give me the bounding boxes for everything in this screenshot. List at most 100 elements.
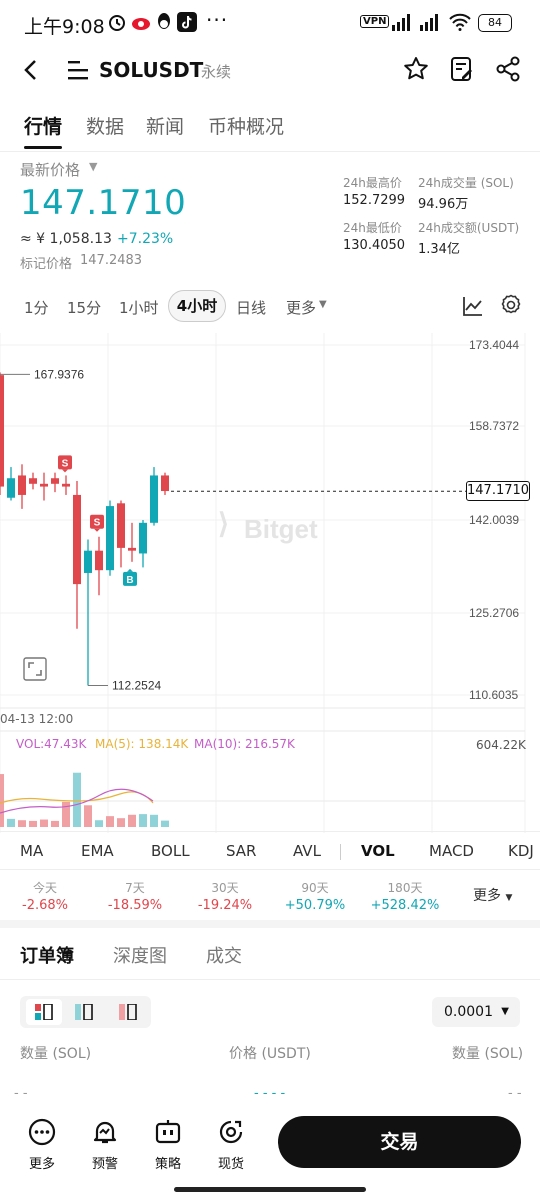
trade-button[interactable]: 交易 (278, 1116, 521, 1168)
vol-value: VOL:47.43K (16, 737, 87, 751)
vol-24h: 94.96万 (418, 197, 469, 212)
buy-marker-text: B (126, 575, 133, 586)
fullscreen-icon[interactable] (23, 657, 47, 685)
perf-value: -18.59% (107, 898, 163, 913)
home-indicator[interactable] (174, 1187, 366, 1192)
perf-label: 今天 (32, 881, 57, 895)
volume-bar (73, 772, 81, 827)
high-24h: 152.7299 (343, 193, 406, 208)
bottom-more-button[interactable]: 更多 (14, 1118, 70, 1172)
interval-more[interactable]: 更多 (286, 299, 317, 317)
col-qty-left: 数量 (SOL) (20, 1046, 92, 1062)
chart-overlays: 167.9376 112.2524 S S B (0, 367, 466, 693)
precision-select[interactable]: 0.0001 ▼ (432, 997, 520, 1027)
cny-price: ≈ ¥ 1,058.13 (20, 231, 112, 247)
tab-coin-info[interactable]: 币种概况 (208, 116, 285, 138)
y-tick-label: 173.4044 (469, 338, 519, 352)
interval-4h[interactable]: 4小时 (168, 290, 226, 322)
perf-label: 7天 (125, 881, 145, 895)
candle-body (40, 483, 48, 487)
low-24h: 130.4050 (343, 238, 406, 253)
indicator-sar[interactable]: SAR (226, 842, 257, 860)
edit-note-icon[interactable] (450, 56, 474, 86)
back-icon[interactable] (20, 58, 42, 86)
vpn-badge: VPN (360, 15, 390, 28)
perf-value: +50.79% (284, 898, 346, 913)
symbol-title[interactable]: SOLUSDT (99, 58, 204, 82)
candle-body (7, 478, 15, 498)
caret-down-icon[interactable]: ▼ (89, 160, 98, 173)
low-marker-label: 112.2524 (112, 679, 161, 693)
interval-1h[interactable]: 1小时 (119, 299, 159, 317)
volume-bar (161, 820, 169, 827)
bottom-spot-label: 现货 (217, 1157, 244, 1172)
last-price: 147.1710 (20, 183, 187, 223)
layout-both-button[interactable] (26, 999, 62, 1025)
tab-trades[interactable]: 成交 (206, 946, 242, 967)
buy-marker-box (123, 571, 137, 586)
tab-market[interactable]: 行情 (24, 116, 63, 138)
perf-value: -19.24% (197, 898, 253, 913)
sell-marker-icon-box (58, 455, 72, 470)
ma10-line (0, 788, 154, 814)
tab-orderbook[interactable]: 订单簿 (20, 946, 74, 967)
candle-body (139, 522, 147, 554)
volume-bar (51, 820, 59, 827)
share-icon[interactable] (496, 56, 520, 86)
interval-1d[interactable]: 日线 (236, 299, 267, 317)
tab-news[interactable]: 新闻 (146, 116, 185, 138)
bottom-strategy-button[interactable]: 策略 (140, 1118, 196, 1172)
top-nav: SOLUSDT 永续 (0, 48, 540, 92)
indicator-kdj[interactable]: KDJ (508, 842, 534, 860)
col-price: 价格 (USDT) (229, 1046, 311, 1062)
volume-bar (84, 805, 92, 827)
candle-body (73, 494, 81, 585)
interval-more-caret-icon[interactable]: ▼ (319, 299, 327, 310)
robot-strategy-icon (155, 1120, 181, 1144)
orderbook-divider (0, 979, 540, 980)
turnover-24h: 1.34亿 (418, 242, 460, 257)
perf-more-button[interactable]: 更多 ▼ (473, 885, 512, 905)
menu-icon[interactable] (68, 60, 90, 84)
indicator-ema[interactable]: EMA (81, 842, 114, 860)
volume-bar (29, 820, 37, 827)
favorite-star-icon[interactable] (403, 56, 429, 86)
bottom-more-label: 更多 (28, 1157, 55, 1172)
buy-marker-icon: B (123, 568, 137, 586)
indicator-avl[interactable]: AVL (293, 842, 321, 860)
bottom-alert-button[interactable]: 预警 (77, 1118, 133, 1172)
indicator-vol[interactable]: VOL (361, 842, 395, 860)
orderbook-placeholder-left: - - (14, 1086, 28, 1101)
volume-bar (62, 801, 70, 827)
candle-body (106, 506, 114, 571)
indicator-bottom-divider (0, 869, 540, 870)
line-chart-icon[interactable] (462, 295, 484, 321)
vol-axis-max: 604.22K (476, 738, 526, 752)
chart-settings-gear-icon[interactable] (500, 294, 522, 320)
volume-bar (150, 814, 158, 827)
sell-marker-icon: S (90, 514, 104, 532)
tab-depth-chart[interactable]: 深度图 (113, 946, 167, 967)
volume-bar (0, 774, 4, 827)
candle-body (95, 550, 103, 571)
tab-data[interactable]: 数据 (86, 116, 125, 138)
layout-asks-icon[interactable] (119, 1003, 137, 1024)
indicator-ma[interactable]: MA (20, 842, 44, 860)
interval-15m[interactable]: 15分 (67, 299, 102, 317)
volume-bar (139, 814, 147, 827)
candle-body (128, 547, 136, 551)
candles (0, 372, 169, 686)
y-tick-label: 125.2706 (469, 606, 519, 620)
indicator-boll[interactable]: BOLL (151, 842, 190, 860)
watermark-text: Bitget (244, 514, 318, 544)
layout-bids-icon[interactable] (75, 1003, 93, 1024)
perf-more-caret-icon: ▼ (505, 893, 513, 903)
candle-body (51, 478, 59, 484)
bottom-spot-button[interactable]: 现货 (203, 1118, 259, 1172)
latest-price-label[interactable]: 最新价格 (20, 161, 81, 179)
candlestick-chart[interactable]: ⟩ Bitget 173.4044 158.7372 142.0039 125.270… (0, 333, 540, 833)
volume-bar (128, 814, 136, 827)
interval-1m[interactable]: 1分 (24, 299, 49, 317)
indicator-macd[interactable]: MACD (429, 842, 474, 860)
precision-caret-icon: ▼ (501, 1006, 509, 1017)
